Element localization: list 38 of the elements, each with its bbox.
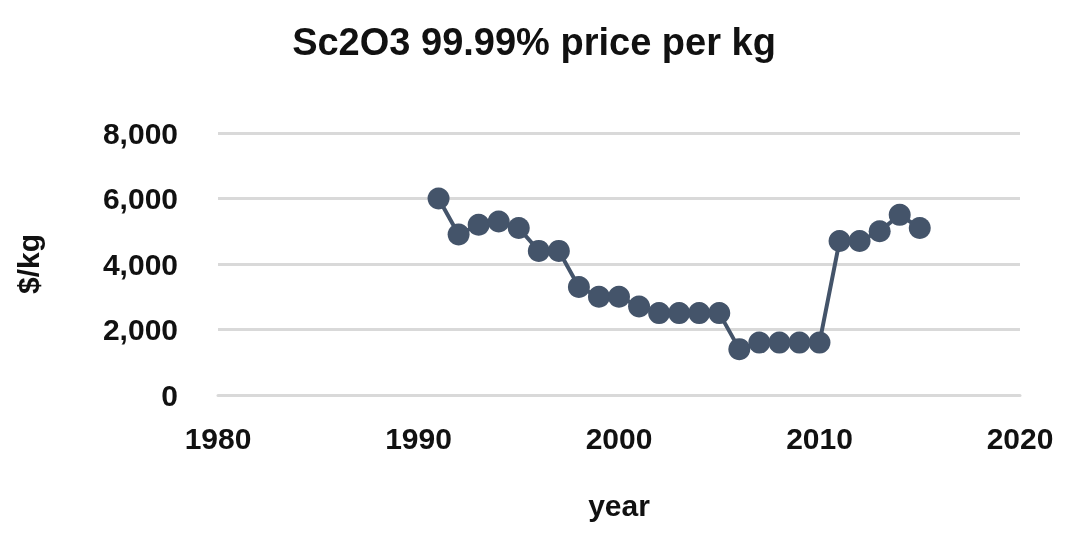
point <box>567 275 590 298</box>
point <box>888 203 911 226</box>
x-tick-label: 1980 <box>184 421 252 455</box>
point <box>587 285 610 308</box>
x-tick-label: 2000 <box>585 421 653 455</box>
point <box>427 187 450 210</box>
point <box>848 230 871 253</box>
point <box>808 331 831 354</box>
point <box>748 331 771 354</box>
x-tick-label: 2020 <box>986 421 1054 455</box>
y-tick-label: 6,000 <box>102 182 178 215</box>
point <box>728 338 751 361</box>
y-tick-label: 4,000 <box>102 247 178 281</box>
x-tick-label: 2010 <box>786 421 853 455</box>
x-axis-title: year <box>588 488 651 522</box>
y-tick-label: 2,000 <box>102 313 178 346</box>
point <box>467 213 490 236</box>
point <box>447 223 470 246</box>
x-tick-label: 1990 <box>385 421 452 455</box>
point <box>628 295 651 318</box>
point <box>527 239 550 262</box>
point <box>547 239 570 262</box>
y-tick-label: 0 <box>161 378 178 412</box>
point <box>868 220 891 243</box>
point <box>688 302 711 325</box>
point <box>908 216 931 239</box>
point <box>708 302 731 325</box>
y-tick-label: 8,000 <box>102 116 178 150</box>
point <box>668 302 691 325</box>
point <box>788 331 811 354</box>
point <box>828 230 851 253</box>
point <box>487 210 510 233</box>
point <box>648 302 671 325</box>
point <box>608 285 630 308</box>
point <box>507 216 530 239</box>
chart-title: Sc2O3 99.99% price per kg <box>292 21 776 63</box>
point <box>768 331 791 354</box>
y-axis-title: $/kg <box>11 233 45 295</box>
